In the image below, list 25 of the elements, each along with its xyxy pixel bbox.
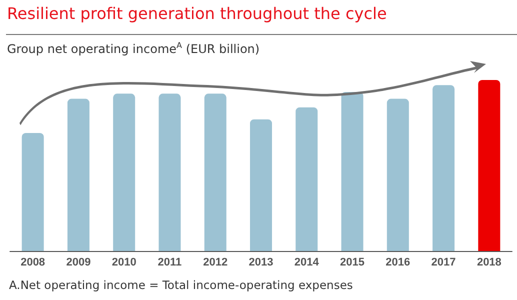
x-tick-label: 2018	[476, 256, 502, 268]
bar	[386, 98, 409, 251]
bar	[204, 94, 226, 251]
bar	[478, 80, 500, 251]
bar	[22, 133, 44, 251]
x-tick-label: 2013	[248, 256, 274, 268]
bar	[67, 98, 90, 251]
x-tick-label: 2012	[203, 256, 228, 268]
x-tick-label: 2015	[340, 256, 365, 268]
bar	[250, 119, 272, 251]
x-tick-label: 2017	[431, 256, 456, 268]
x-tick-label: 2008	[20, 256, 46, 268]
x-tick-label: 2011	[158, 256, 182, 268]
chart-title: Resilient profit generation throughout the cycle	[7, 4, 387, 23]
text: A.Net operating income = Total income-operating expenses	[9, 278, 353, 292]
x-tick-label: 2009	[66, 256, 91, 268]
x-tick-label: 2014	[294, 256, 320, 268]
bar	[296, 107, 318, 251]
chart-subtitle: Group net operating income$^{A}$ (EUR billion)	[7, 41, 260, 56]
bar	[158, 94, 181, 251]
x-tick-label: 2016	[386, 256, 410, 268]
bar	[113, 94, 136, 251]
bar	[341, 92, 364, 251]
x-tick-label: 2010	[112, 256, 136, 268]
bar	[432, 85, 455, 251]
